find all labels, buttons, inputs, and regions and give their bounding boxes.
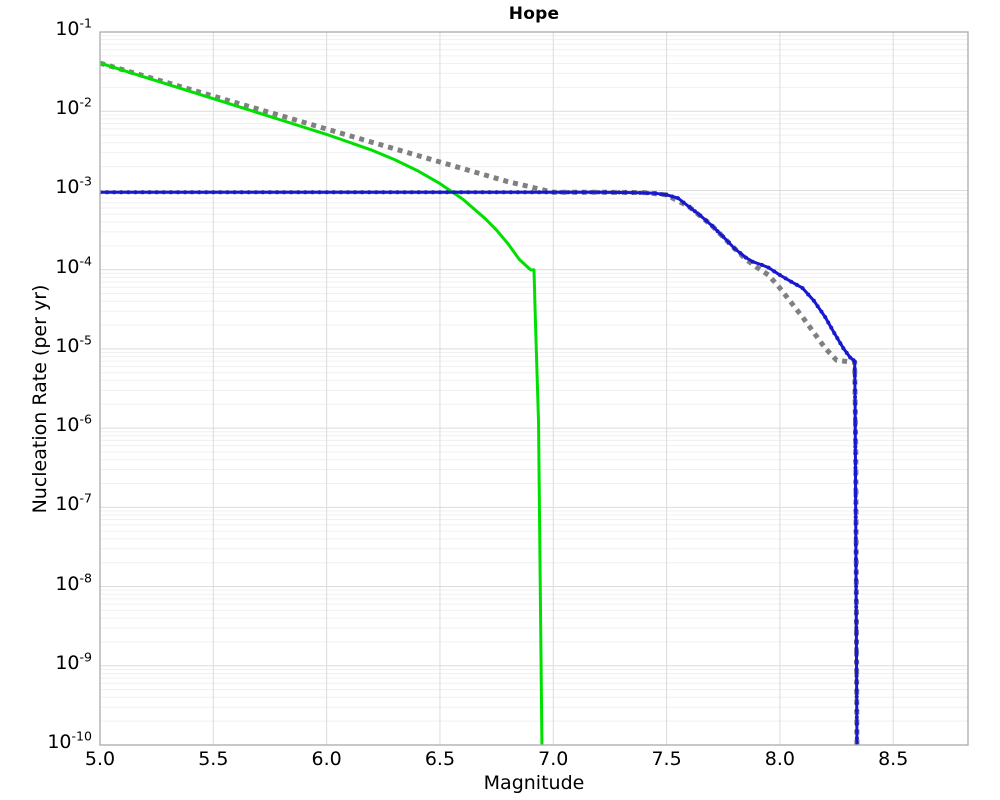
y-tick-label: 10-2 <box>55 94 92 120</box>
grid-minor <box>100 35 968 722</box>
y-tick-label: 10-1 <box>55 15 92 40</box>
x-tick-label: 6.0 <box>311 748 342 770</box>
x-tick-label: 8.0 <box>764 748 795 770</box>
y-tick-label: 10-4 <box>55 253 92 278</box>
page-title: Hope <box>508 4 560 24</box>
x-tick-label: 7.5 <box>651 748 682 770</box>
series-markers <box>100 190 859 741</box>
y-tick-label: 10-9 <box>55 649 92 674</box>
x-tick-label: 8.5 <box>878 748 909 770</box>
y-axis-ticks: 10-1 10-2 10-3 10-4 10-5 10-6 10-7 10-8 10-9 10-1… <box>0 0 92 800</box>
y-tick-label: 10-7 <box>55 491 92 516</box>
series-gray-dotted-reference <box>100 60 860 745</box>
x-tick-label: 5.0 <box>84 748 116 770</box>
x-axis-label: Magnitude <box>483 772 585 794</box>
y-tick-label: 10-5 <box>55 332 92 357</box>
y-tick-label: 10-8 <box>55 570 92 595</box>
y-tick-label: 10-3 <box>55 174 92 199</box>
x-tick-label: 5.5 <box>198 748 229 770</box>
x-tick-label: 6.5 <box>424 748 456 770</box>
y-tick-label: 10-6 <box>55 411 92 437</box>
x-tick-label: 7.0 <box>538 748 569 770</box>
y-tick-label: 10-10 <box>47 728 92 753</box>
